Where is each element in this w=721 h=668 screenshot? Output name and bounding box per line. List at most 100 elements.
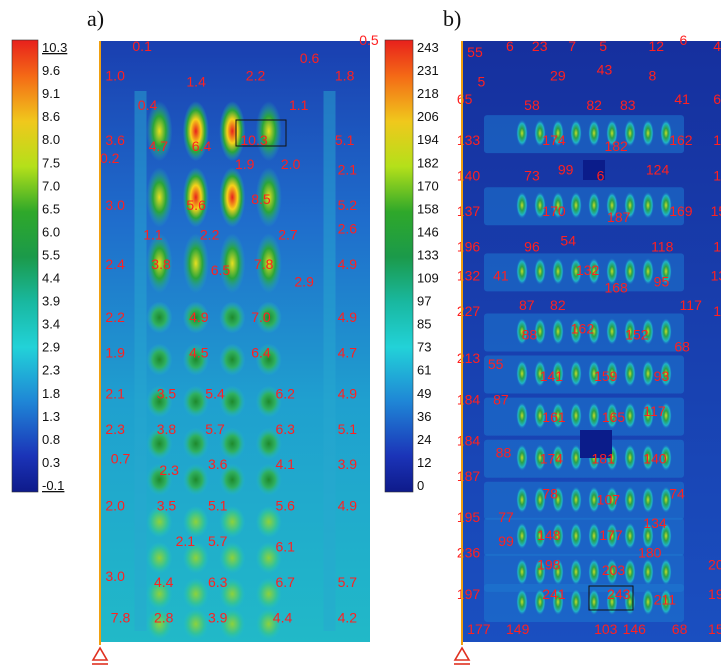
panel-a-legend-label: 7.0: [42, 178, 60, 193]
panel-b-opening: [583, 160, 605, 180]
panel-b-contour-blob: [552, 485, 564, 514]
panel-a-contour-blob: [182, 101, 209, 162]
panel-b-value-label: 227: [457, 303, 481, 319]
panel-b-value-label: 149: [506, 621, 530, 637]
panel-b-contour-blob: [516, 587, 528, 616]
panel-b-contour-blob: [642, 521, 654, 550]
panel-a-value-label: 4.2: [338, 609, 358, 625]
panel-a-contour-blob: [219, 505, 246, 538]
panel-b-contour-blob: [516, 119, 528, 148]
panel-a-contour-blob: [255, 233, 282, 294]
panel-a-legend-label: 8.0: [42, 132, 60, 147]
panel-a-value-label: 2.3: [159, 462, 179, 478]
panel-b-contour-blob: [588, 119, 600, 148]
panel-b-value-label: 7: [568, 38, 576, 54]
panel-b-value-label: 198: [537, 556, 561, 572]
panel-b-value-label: 140: [643, 450, 667, 466]
panel-a-value-label: 3.5: [157, 386, 177, 402]
panel-a-legend-label: 1.8: [42, 386, 60, 401]
panel-b-contour-blob: [606, 191, 618, 220]
panel-b-value-label: 174: [540, 450, 564, 466]
panel-b-contour-blob: [516, 359, 528, 388]
panel-b-legend-label: 109: [417, 271, 439, 286]
panel-a-value-label: 10.3: [240, 132, 267, 148]
panel-b-value-label: 187: [607, 209, 631, 225]
panel-b-contour-blob: [606, 521, 618, 550]
panel-b-contour-blob: [516, 521, 528, 550]
panel-a-value-label: 5.6: [186, 197, 206, 213]
panel-b-legend-label: 243: [417, 40, 439, 55]
panel-b-max-box: [588, 585, 634, 611]
panel-b-contour-blob: [642, 191, 654, 220]
panel-b-legend-label: 194: [417, 132, 439, 147]
panel-b-contour-blob: [552, 443, 564, 472]
panel-a-value-label: 0.5: [359, 32, 379, 48]
panel-b-contour-blob: [660, 359, 672, 388]
panel-a-value-label: 4.4: [273, 609, 293, 625]
panel-b-contour-blob: [588, 257, 600, 286]
panel-b-value-label: 8: [648, 67, 656, 83]
panel-b-legend-label: 133: [417, 247, 439, 262]
panel-b-value-label: 152: [625, 327, 649, 343]
panel-b-value-label: 6: [713, 91, 721, 107]
panel-b-value-label: 117: [643, 403, 666, 419]
panel-b-contour-blob: [660, 257, 672, 286]
panel-b-contour-blob: [606, 257, 618, 286]
panel-a-contour-blob: [182, 343, 209, 376]
panel-a-contour-blob: [182, 463, 209, 496]
panel-b-value-label: 241: [542, 586, 566, 602]
panel-b-value-label: 213: [457, 350, 481, 366]
panel-b-contour-blob: [570, 119, 582, 148]
panel-b-contour-blob: [642, 587, 654, 616]
panel-b-contour-blob: [624, 401, 636, 430]
panel-b-value-label: 41: [674, 91, 690, 107]
panel-b-contour-blob: [588, 317, 600, 346]
panel-b-value-label: 236: [457, 545, 481, 561]
panel-b-value-label: 15: [708, 621, 721, 637]
panel-a-legend-label: 0.3: [42, 455, 60, 470]
panel-b-contour-blob: [588, 557, 600, 586]
panel-a-contour-blob: [182, 167, 209, 228]
panel-b-legend-label: 49: [417, 386, 431, 401]
panel-b-contour-blob: [624, 191, 636, 220]
panel-b-contour-blob: [570, 359, 582, 388]
panel-b-value-label: 19: [708, 586, 721, 602]
panel-a-contour-blob: [146, 541, 173, 574]
panel-a-contour-blob: [146, 427, 173, 460]
panel-b-contour-blob: [624, 521, 636, 550]
panel-b-value-label: 132: [576, 262, 600, 278]
panel-b-contour-blob: [570, 587, 582, 616]
panel-b-value-label: 182: [604, 138, 628, 154]
panel-a-value-label: 1.9: [235, 156, 255, 172]
panel-b-value-label: 103: [594, 621, 618, 637]
panel-b-value-label: 83: [620, 97, 636, 113]
panel-b-value-label: 243: [607, 586, 631, 602]
panel-b-slab-band: [484, 481, 684, 520]
panel-a-value-label: 1.0: [105, 67, 125, 83]
panel-a-legend-label: -0.1: [42, 478, 64, 493]
panel-b-legend-label: 97: [417, 294, 431, 309]
panel-b-contour-blob: [624, 443, 636, 472]
panel-b-contour-blob: [534, 191, 546, 220]
panel-a-legend-label: 8.6: [42, 109, 60, 124]
panel-b-value-label: 4: [713, 38, 721, 54]
panel-b-legend-label: 206: [417, 109, 439, 124]
panel-a-contour-blob: [219, 427, 246, 460]
panel-a-value-label: 4.9: [338, 386, 358, 402]
panel-b-contour-blob: [534, 587, 546, 616]
panel-b-contour-blob: [570, 401, 582, 430]
panel-b-value-label: 12: [648, 38, 664, 54]
panel-a-legend-label: 6.0: [42, 224, 60, 239]
panel-a-legend-label: 9.1: [42, 86, 60, 101]
panel-b-contour-blob: [606, 557, 618, 586]
panel-b-value-label: 5: [478, 73, 486, 89]
panel-a-legend-label: 3.4: [42, 317, 60, 332]
panel-b-contour-blob: [588, 359, 600, 388]
panel-b-value-label: 117: [680, 297, 703, 313]
panel-a-value-label: 3.9: [338, 456, 358, 472]
panel-b-legend-label: 0: [417, 478, 424, 493]
panel-b-contour-blob: [660, 521, 672, 550]
panel-a-contour-blob: [219, 541, 246, 574]
panel-a-contour-blob: [219, 101, 246, 162]
panel-b-value-label: 132: [457, 268, 481, 284]
